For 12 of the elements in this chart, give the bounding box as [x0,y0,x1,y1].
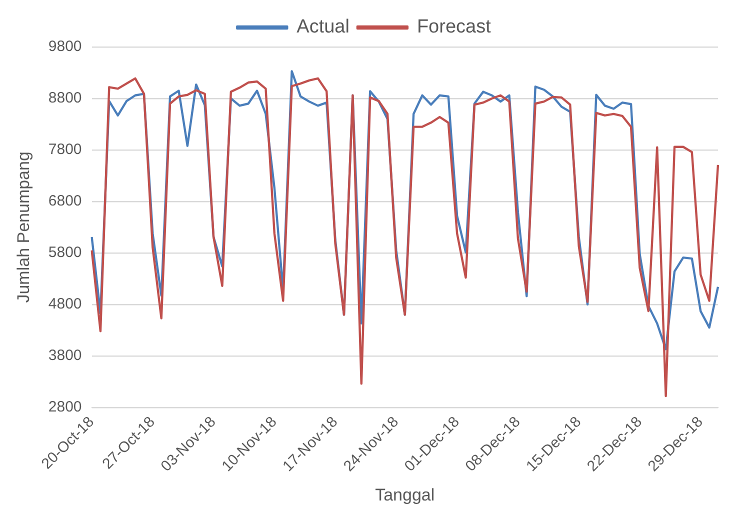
y-tick-label: 8800 [48,90,82,107]
x-axis-title: Tanggal [375,485,435,504]
legend-label: Actual [296,16,350,38]
y-tick-label: 9800 [48,38,82,56]
legend-label: Forecast [416,16,492,38]
y-tick-label: 3800 [48,347,82,364]
y-axis-title: Jumlah Penumpang [14,152,33,303]
y-tick-label: 6800 [48,192,82,210]
y-tick-label: 2800 [48,398,82,416]
y-tick-label: 4800 [48,296,82,313]
y-tick-label: 7800 [48,141,82,158]
y-tick-label: 5800 [48,244,82,262]
